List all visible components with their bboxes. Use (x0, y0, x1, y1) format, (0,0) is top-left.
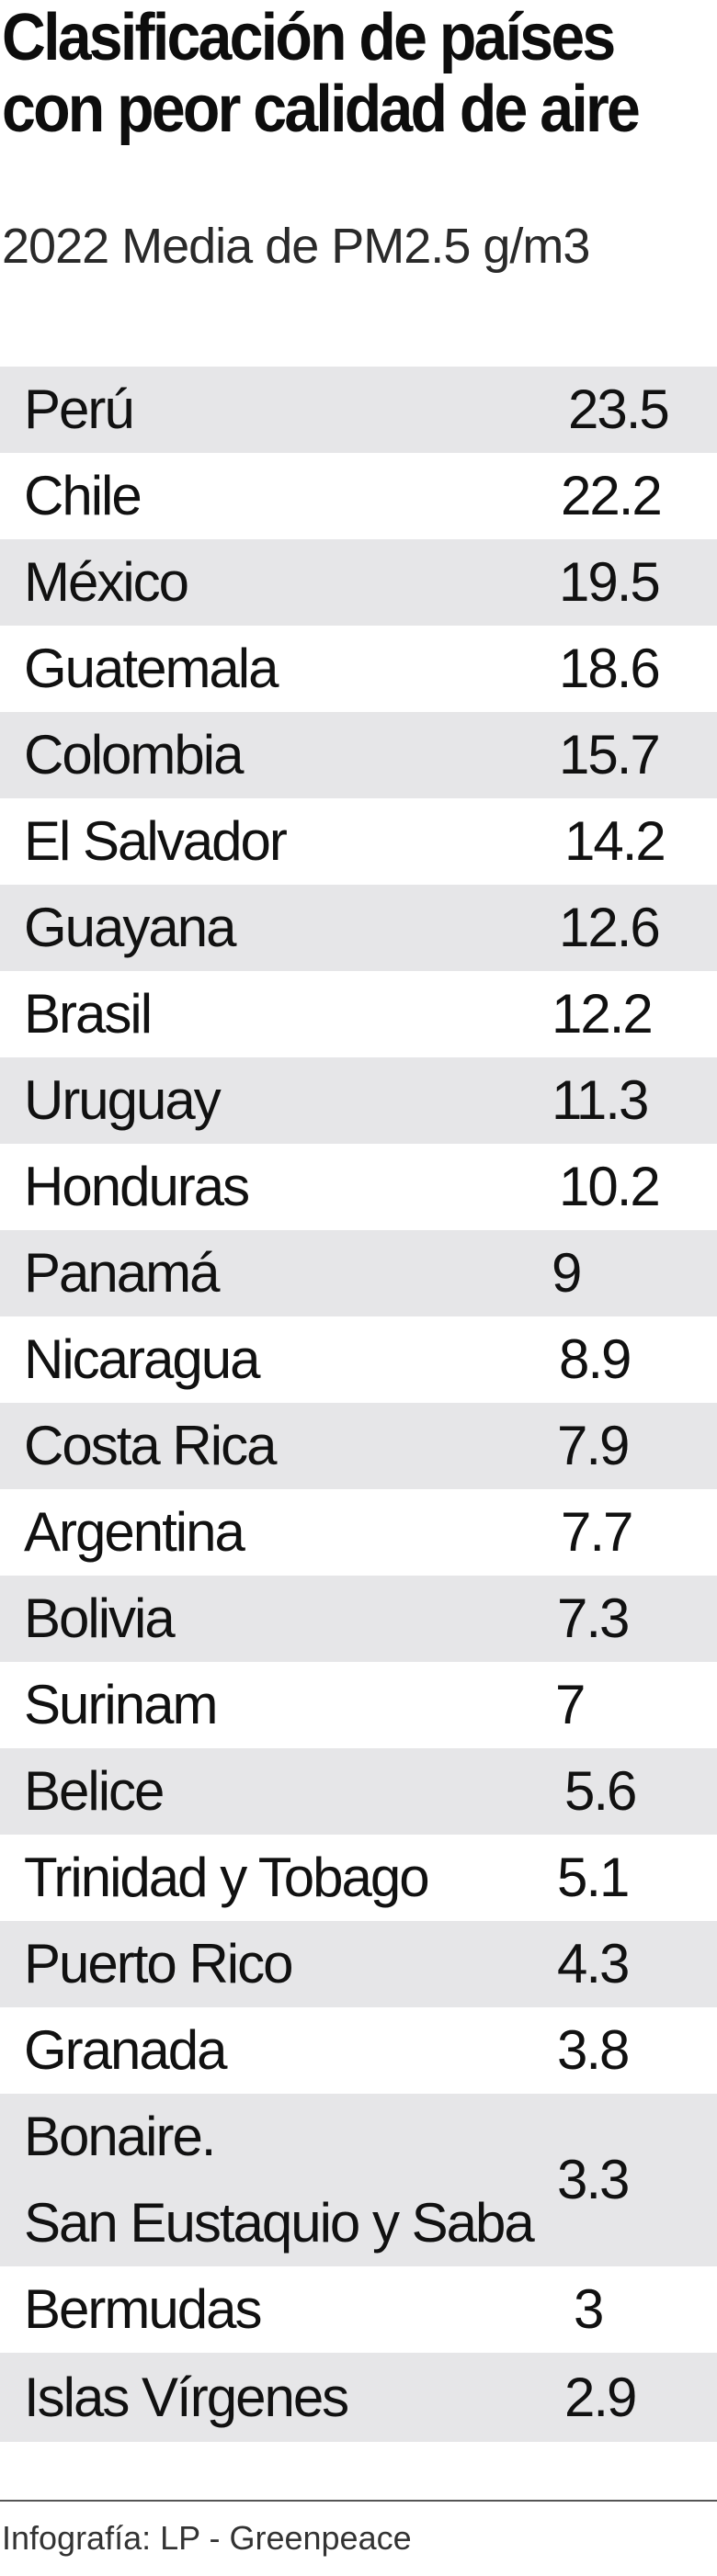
table-row: Costa Rica 7.9 (0, 1403, 717, 1489)
pm25-value: 18.6 (559, 638, 661, 699)
pm25-value: 5.6 (564, 1760, 637, 1822)
country-label: Honduras (24, 1156, 250, 1217)
pm25-value: 15.7 (559, 724, 661, 785)
country-label: Trinidad y Tobago (24, 1847, 430, 1908)
country-label: Bermudas (24, 2278, 262, 2340)
pm25-value: 7 (555, 1674, 586, 1735)
footer-divider (0, 2500, 717, 2502)
table-row: Bonaire. San Eustaquio y Saba 3.3 (0, 2094, 717, 2266)
table-row: Honduras 10.2 (0, 1144, 717, 1230)
country-label: Chile (24, 465, 142, 526)
chart-subtitle: 2022 Media de PM2.5 g/m3 (2, 219, 590, 274)
country-label: Granada (24, 2019, 227, 2081)
ranking-table: Perú 23.5 Chile 22.2 México 19.5 Guatemala 18.6… (0, 367, 717, 2442)
pm25-value: 3.3 (557, 2149, 630, 2210)
table-row: Granada 3.8 (0, 2007, 717, 2094)
country-label: Belice (24, 1760, 165, 1822)
pm25-value: 8.9 (559, 1328, 632, 1390)
country-label: Surinam (24, 1674, 218, 1735)
country-label: Islas Vírgenes (24, 2366, 349, 2428)
country-label: Uruguay (24, 1069, 222, 1131)
pm25-value: 23.5 (568, 378, 670, 440)
pm25-value: 2.9 (564, 2366, 637, 2428)
table-row: Guatemala 18.6 (0, 626, 717, 712)
table-row: Bermudas 3 (0, 2266, 717, 2353)
country-label: Argentina (24, 1501, 245, 1563)
table-row: Surinam 7 (0, 1662, 717, 1748)
pm25-value: 22.2 (561, 465, 663, 526)
table-row: El Salvador 14.2 (0, 798, 717, 885)
country-label: Colombia (24, 724, 244, 785)
country-label: Puerto Rico (24, 1933, 293, 1994)
table-row: Trinidad y Tobago 5.1 (0, 1835, 717, 1921)
country-label-line: San Eustaquio y Saba (24, 2192, 535, 2254)
table-row: Brasil 12.2 (0, 971, 717, 1057)
table-row: Uruguay 11.3 (0, 1057, 717, 1144)
source-credit: Infografía: LP - Greenpeace (2, 2519, 412, 2557)
country-label: Nicaragua (24, 1328, 260, 1390)
table-row: Argentina 7.7 (0, 1489, 717, 1576)
table-row: Colombia 15.7 (0, 712, 717, 798)
chart-title: Clasificación de países con peor calidad… (2, 1, 641, 146)
country-label: Perú (24, 378, 135, 440)
pm25-value: 12.6 (559, 897, 661, 958)
pm25-value: 3.8 (557, 2019, 630, 2081)
pm25-value: 7.3 (557, 1587, 630, 1649)
pm25-value: 14.2 (564, 810, 666, 872)
table-row: Perú 23.5 (0, 367, 717, 453)
pm25-value: 19.5 (559, 551, 661, 613)
table-row: Panamá 9 (0, 1230, 717, 1316)
table-row: Nicaragua 8.9 (0, 1316, 717, 1403)
pm25-value: 10.2 (559, 1156, 661, 1217)
country-label: Guatemala (24, 638, 279, 699)
country-label: Brasil (24, 983, 153, 1045)
pm25-value: 3 (574, 2278, 604, 2340)
table-row: Puerto Rico 4.3 (0, 1921, 717, 2007)
pm25-value: 7.9 (557, 1415, 630, 1476)
table-row: Islas Vírgenes 2.9 (0, 2353, 717, 2442)
country-label: El Salvador (24, 810, 288, 872)
table-row: Guayana 12.6 (0, 885, 717, 971)
table-row: Chile 22.2 (0, 453, 717, 539)
table-row: México 19.5 (0, 539, 717, 626)
pm25-value: 5.1 (557, 1847, 630, 1908)
pm25-value: 4.3 (557, 1933, 630, 1994)
pm25-value: 12.2 (552, 983, 654, 1045)
country-label-line: Bonaire. (24, 2106, 216, 2167)
country-label: Guayana (24, 897, 237, 958)
pm25-value: 11.3 (552, 1069, 649, 1131)
table-row: Bolivia 7.3 (0, 1576, 717, 1662)
pm25-value: 9 (552, 1242, 582, 1304)
country-label: Panamá (24, 1242, 220, 1304)
country-label: Bonaire. San Eustaquio y Saba (24, 2094, 575, 2266)
country-label: México (24, 551, 189, 613)
table-row: Belice 5.6 (0, 1748, 717, 1835)
country-label: Costa Rica (24, 1415, 277, 1476)
pm25-value: 7.7 (561, 1501, 633, 1563)
country-label: Bolivia (24, 1587, 176, 1649)
